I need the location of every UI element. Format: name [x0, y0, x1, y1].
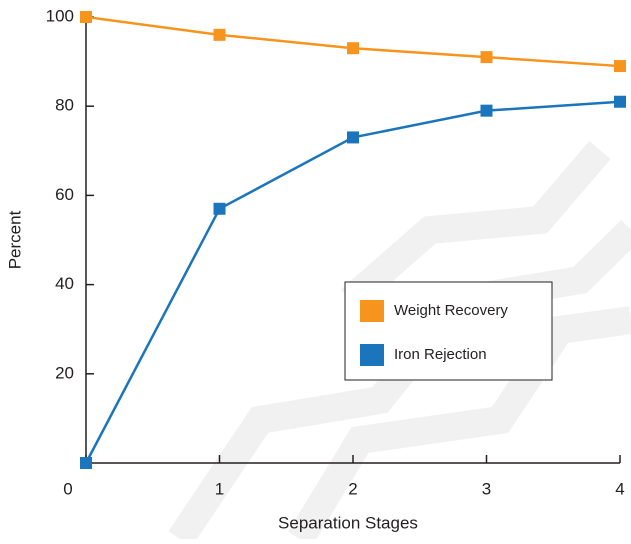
point-marker [614, 60, 626, 73]
y-tick-label: 40 [55, 274, 74, 293]
x-tick-label: 4 [615, 479, 624, 498]
point-marker [347, 131, 359, 144]
point-marker [480, 51, 493, 64]
point-marker [614, 95, 626, 108]
point-marker [213, 28, 226, 41]
legend-swatch [360, 344, 384, 366]
x-tick-label: 3 [482, 479, 491, 498]
y-tick-label: 60 [55, 185, 74, 204]
legend: Weight Recovery Iron Rejection [344, 281, 553, 381]
legend-label: Iron Rejection [394, 346, 487, 363]
x-tick-label: 2 [348, 479, 357, 498]
x-tick-label: 1 [215, 479, 224, 498]
point-marker [480, 104, 493, 117]
point-marker [80, 11, 92, 23]
y-axis-label: Percent [5, 210, 24, 269]
series-line [85, 15, 621, 68]
y-tick-label: 20 [55, 363, 74, 382]
y-tick-label: 100 [46, 6, 74, 25]
y-tick-label: 80 [55, 96, 74, 115]
x-axis-label: Separation Stages [278, 513, 418, 532]
x-tick-label: 0 [63, 479, 72, 498]
point-marker [347, 42, 359, 55]
point-marker [80, 457, 92, 469]
point-marker [213, 202, 226, 215]
legend-swatch [360, 300, 384, 322]
legend-label: Weight Recovery [394, 302, 508, 319]
